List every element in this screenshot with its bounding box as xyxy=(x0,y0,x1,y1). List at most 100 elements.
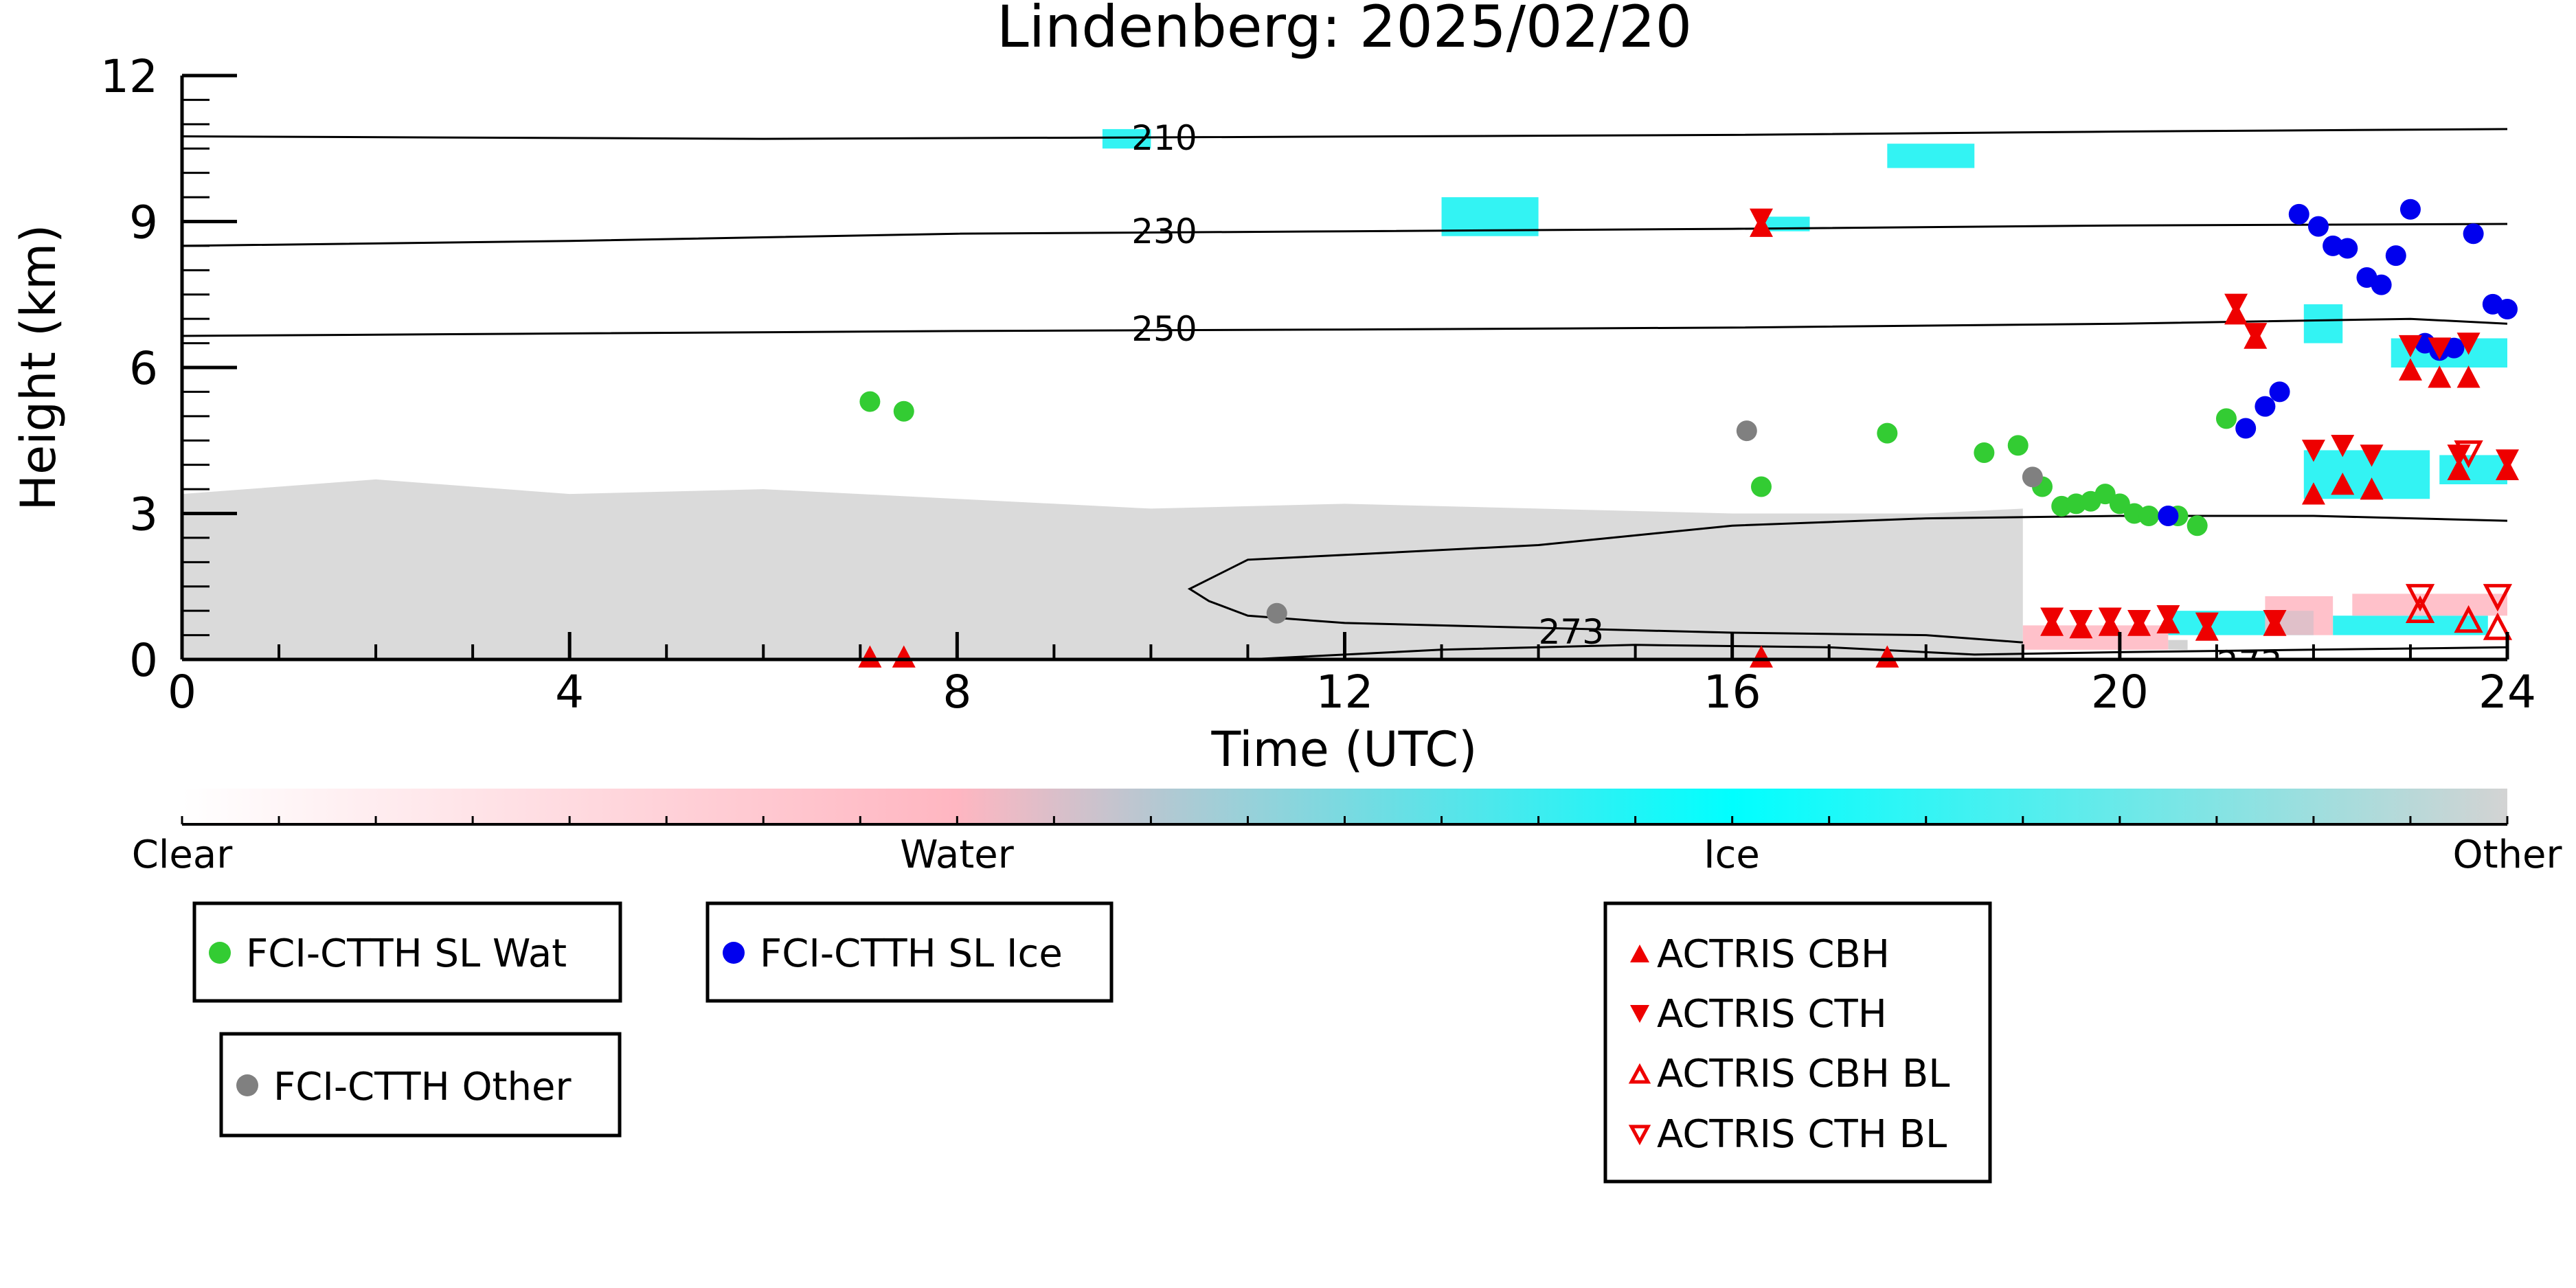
legend-marker-cth xyxy=(1630,1005,1649,1023)
contour-label-2: 250 xyxy=(1131,309,1197,349)
contour-273-3 xyxy=(1187,515,2507,644)
other-cloud-patch xyxy=(2168,640,2188,650)
marker-4-10 xyxy=(2331,435,2355,457)
marker-1-7 xyxy=(2337,238,2358,259)
cloud-cover-layer xyxy=(182,128,2507,659)
x-tick-label-16: 16 xyxy=(1704,666,1761,719)
contour-250-2 xyxy=(182,317,2507,337)
colorbar-ticks xyxy=(181,816,2509,824)
marker-3-13 xyxy=(2301,482,2325,505)
marker-1-2 xyxy=(2255,396,2276,417)
other-cloud-area xyxy=(182,479,2023,659)
marker-4-3 xyxy=(2127,610,2151,633)
contour-230-1 xyxy=(182,223,2507,247)
y-axis-label: Height (km) xyxy=(10,225,67,511)
contour-label-0: 210 xyxy=(1131,118,1197,158)
marker-1-3 xyxy=(2269,381,2290,403)
marker-3-1 xyxy=(892,645,916,668)
contour-label-1: 230 xyxy=(1131,212,1197,251)
marker-0-13 xyxy=(2138,506,2160,527)
colorbar-label-other: Other xyxy=(2452,833,2562,877)
marker-3-2 xyxy=(1749,645,1773,668)
legends: FCI-CTTH SL Wat FCI-CTTH SL Ice FCI-CTTH… xyxy=(192,901,1992,1184)
legend-label-cth-bl: ACTRIS CTH BL xyxy=(1657,1112,1947,1157)
marker-4-0 xyxy=(2040,607,2064,630)
colorbar: Clear Water Ice Other xyxy=(132,789,2562,877)
marker-0-5 xyxy=(2007,435,2029,456)
marker-0-15 xyxy=(2187,515,2208,536)
legend-marker-wat xyxy=(209,942,231,964)
marker-4-4 xyxy=(2156,605,2180,628)
legend-marker-cbh xyxy=(1630,945,1649,962)
contour-273-4 xyxy=(1247,644,2507,659)
marker-3-15 xyxy=(2360,477,2384,500)
x-tick-label-12: 12 xyxy=(1316,666,1374,719)
marker-0-1 xyxy=(893,400,914,422)
marker-3-18 xyxy=(2456,365,2481,388)
y-tick-label-3: 3 xyxy=(129,488,158,541)
x-axis-label: Time (UTC) xyxy=(1211,721,1478,778)
marker-1-15 xyxy=(2463,223,2484,245)
contour-label-4: 273 xyxy=(2217,644,2282,683)
marker-2-0 xyxy=(1266,602,1287,624)
legend-marker-cbh-bl xyxy=(1628,1063,1651,1084)
legend-box-actris: ACTRIS CBH ACTRIS CTH ACTRIS CBH BL ACTR… xyxy=(1603,901,1992,1184)
water-cloud-patch xyxy=(2352,594,2507,616)
legend-label-wat: FCI-CTTH SL Wat xyxy=(246,931,567,976)
marker-6-1 xyxy=(2454,440,2483,468)
x-tick-label-24: 24 xyxy=(2478,666,2536,719)
x-tick-label-0: 0 xyxy=(168,666,196,719)
marker-1-1 xyxy=(2235,418,2257,439)
colorbar-label-water: Water xyxy=(900,833,1015,877)
temperature-contours: 210 230 250 273 273 xyxy=(182,118,2507,683)
legend-box-ice: FCI-CTTH SL Ice xyxy=(705,901,1114,1003)
marker-4-5 xyxy=(2195,612,2219,635)
marker-0-3 xyxy=(1877,422,1898,444)
marker-4-17 xyxy=(1749,208,1773,231)
marker-0-2 xyxy=(1750,476,1772,497)
marker-1-10 xyxy=(2385,245,2406,267)
ice-cloud-patch xyxy=(1102,128,1151,149)
data-markers xyxy=(858,199,2519,668)
legend-box-other: FCI-CTTH Other xyxy=(219,1032,622,1138)
marker-0-10 xyxy=(2094,484,2116,505)
marker-4-8 xyxy=(2244,323,2268,346)
marker-3-17 xyxy=(2428,365,2452,388)
marker-1-14 xyxy=(2443,337,2465,359)
marker-4-9 xyxy=(2301,440,2325,462)
ice-cloud-patch xyxy=(1887,144,1975,168)
x-tick-label-8: 8 xyxy=(942,666,971,719)
y-tick-label-6: 6 xyxy=(129,342,158,395)
marker-3-19 xyxy=(2447,457,2471,481)
marker-4-14 xyxy=(2456,332,2481,355)
marker-1-17 xyxy=(2497,299,2518,319)
legend-marker-ice xyxy=(723,942,745,964)
marker-4-11 xyxy=(2360,444,2384,467)
marker-6-2 xyxy=(2483,584,2513,612)
marker-4-15 xyxy=(2447,444,2471,467)
marker-0-0 xyxy=(859,391,881,412)
marker-1-9 xyxy=(2371,274,2392,295)
y-tick-label-9: 9 xyxy=(129,196,158,249)
marker-3-14 xyxy=(2331,473,2355,495)
marker-0-11 xyxy=(2109,493,2130,515)
marker-6-0 xyxy=(2405,584,2435,612)
marker-3-16 xyxy=(2398,358,2422,381)
x-tick-label-4: 4 xyxy=(555,666,584,719)
contour-label-3: 273 xyxy=(1539,612,1604,652)
marker-3-3 xyxy=(1875,645,1899,668)
marker-4-6 xyxy=(2263,610,2287,633)
colorbar-label-clear: Clear xyxy=(132,833,233,877)
marker-1-0 xyxy=(2158,506,2179,527)
y-tick-label-0: 0 xyxy=(129,634,158,687)
legend-box-wat: FCI-CTTH SL Wat xyxy=(192,901,622,1003)
marker-5-2 xyxy=(2483,612,2513,640)
marker-0-16 xyxy=(2215,408,2237,429)
marker-4-1 xyxy=(2069,610,2093,633)
marker-1-11 xyxy=(2399,199,2421,220)
marker-4-13 xyxy=(2428,337,2452,360)
marker-5-0 xyxy=(2405,595,2435,623)
axes: 0 4 8 12 16 20 24 0 3 6 9 12 xyxy=(100,50,2536,719)
marker-4-16 xyxy=(2496,449,2519,472)
legend-marker-other xyxy=(236,1074,258,1096)
